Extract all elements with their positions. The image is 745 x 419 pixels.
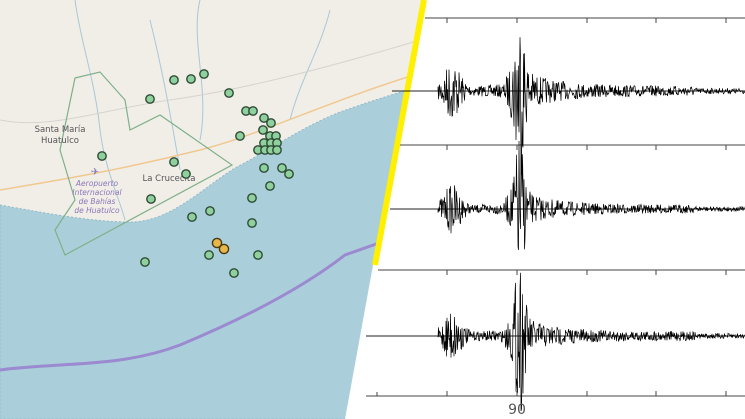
x-tick-label: 90: [508, 402, 526, 418]
epicenter-marker[interactable]: [169, 157, 179, 167]
highway: [0, 69, 423, 191]
trench-line: [0, 223, 423, 372]
epicenter-marker[interactable]: [247, 193, 257, 203]
rivers: [74, 0, 331, 221]
epicenter-marker[interactable]: [140, 257, 150, 267]
epicenter-marker[interactable]: [204, 250, 214, 260]
epicenter-marker-major[interactable]: [218, 243, 230, 255]
epicenter-marker[interactable]: [247, 218, 257, 228]
epicenter-marker[interactable]: [265, 181, 275, 191]
epicenter-marker[interactable]: [224, 88, 234, 98]
sea: [0, 83, 423, 419]
seismic-trace: [437, 272, 745, 412]
seismic-trace: [437, 140, 745, 250]
seismic-trace: [437, 37, 745, 176]
epicenter-marker[interactable]: [145, 94, 155, 104]
epicenter-marker[interactable]: [205, 206, 215, 216]
town-label-huatulco: Huatulco: [41, 136, 79, 146]
epicenter-marker[interactable]: [253, 250, 263, 260]
town-label-la-crucecita: La Crucecita: [143, 174, 196, 184]
epicenter-marker[interactable]: [181, 169, 191, 179]
epicenter-marker[interactable]: [235, 131, 245, 141]
epicenter-marker[interactable]: [229, 268, 239, 278]
road: [0, 39, 421, 124]
epicenter-marker[interactable]: [258, 125, 268, 135]
epicenter-marker[interactable]: [186, 74, 196, 84]
park-boundary: [54, 71, 234, 256]
airport-label: Aeropuerto Internacional de Bahías de Hu…: [72, 179, 122, 215]
airport-label-line: de Bahías: [79, 197, 116, 206]
epicenter-marker[interactable]: [272, 145, 282, 155]
airport-plane-icon: ✈: [91, 167, 99, 178]
seismogram: [366, 17, 745, 412]
epicenter-marker[interactable]: [284, 169, 294, 179]
town-label-santa-maria: Santa María: [35, 125, 86, 135]
earthquake-map[interactable]: Santa María Huatulco La Crucecita ✈ Aero…: [0, 0, 430, 419]
airport-label-line: de Huatulco: [74, 206, 120, 215]
epicenter-marker[interactable]: [277, 163, 287, 173]
airport-label-line: Internacional: [72, 188, 122, 197]
epicenter-marker[interactable]: [248, 106, 258, 116]
epicenter-markers: [97, 69, 294, 278]
epicenter-marker[interactable]: [97, 151, 107, 161]
epicenter-marker[interactable]: [259, 163, 269, 173]
epicenter-marker[interactable]: [187, 212, 197, 222]
epicenter-marker-major[interactable]: [211, 237, 223, 249]
epicenter-marker[interactable]: [199, 69, 209, 79]
epicenter-marker[interactable]: [169, 75, 179, 85]
epicenter-marker[interactable]: [266, 118, 276, 128]
epicenter-marker[interactable]: [146, 194, 156, 204]
yellow-divider: [372, 0, 427, 266]
epicenter-marker[interactable]: [259, 113, 269, 123]
airport-label-line: Aeropuerto: [75, 179, 119, 188]
